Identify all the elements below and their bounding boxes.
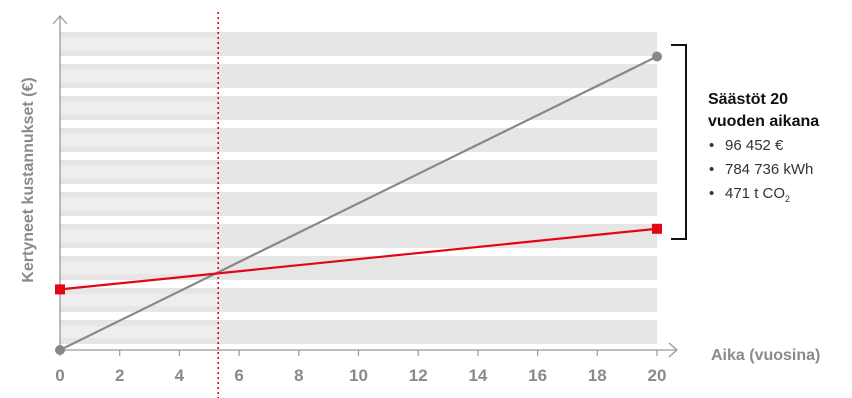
x-tick-label: 10 [349,366,368,385]
series-group [55,51,662,355]
grid-band-light [60,230,219,242]
series-1-point [55,345,65,355]
series-line-2 [59,227,658,291]
x-tick-labels: 0 2 4 6 8 10 12 14 16 18 20 [55,366,666,385]
savings-title-line-2: vuoden aikana [708,113,819,130]
grid-band-light [60,102,219,114]
series-1-point [652,51,662,62]
x-tick-label: 14 [468,366,487,385]
grid-bands [60,32,657,344]
savings-panel: Säästöt 20 vuoden aikana • 96 452 € • 78… [708,91,819,204]
x-tick-label: 0 [55,366,64,385]
savings-item-co2: 471 t CO2 [725,185,790,204]
x-axis-arrow [668,342,678,358]
savings-bullet: • [709,137,714,154]
series-line-1 [59,55,658,351]
x-tick-label: 16 [528,366,547,385]
y-axis-title: Kertyneet kustannukset (€) [20,77,37,282]
grid-band-light [60,38,219,50]
savings-bullet: • [709,185,714,202]
grid-band-light [60,70,219,82]
savings-item-kwh: 784 736 kWh [725,161,813,178]
x-tick-label: 2 [115,366,124,385]
grid-band-light [60,294,219,306]
x-axis-title: Aika (vuosina) [711,347,820,364]
x-tick-label: 6 [234,366,243,385]
grid-band-light [60,198,219,210]
x-tick-label: 4 [175,366,185,385]
x-tick-label: 20 [648,366,667,385]
savings-title-line-1: Säästöt 20 [708,91,788,108]
grid-band-light [60,262,219,274]
savings-item-euros: 96 452 € [725,137,784,154]
grid-band-light [60,166,219,178]
grid-band-light [60,134,219,146]
co2-text: 471 t CO [725,185,785,202]
co2-subscript: 2 [785,194,790,204]
grid-band-light [60,326,219,338]
x-tick-label: 8 [294,366,303,385]
y-axis-arrow [52,15,68,25]
savings-bracket [671,44,687,240]
series-2-point [652,223,662,234]
series-2-point [55,284,65,295]
savings-bullet: • [709,161,714,178]
x-tick-label: 18 [588,366,607,385]
x-tick-label: 12 [409,366,428,385]
